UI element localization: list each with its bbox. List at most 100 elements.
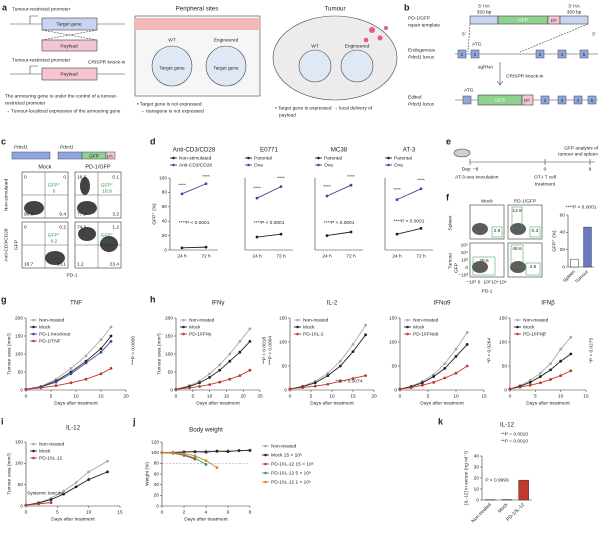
x-axis-label: Days after treatment: [526, 400, 570, 406]
bar: [518, 479, 529, 501]
data-point: [339, 379, 342, 383]
note: • Target gene is not expressed: [137, 101, 202, 107]
x-tick-label: 0: [289, 393, 292, 399]
annotation: ****: [417, 177, 425, 183]
y-axis-label: GFP⁺ (%): [151, 203, 157, 225]
gfp-value: 18.9: [102, 188, 112, 194]
x-axis-label: Days after treatment: [54, 400, 98, 406]
x-axis-label: Days after treatment: [51, 516, 95, 522]
y-tick-label: 0: [164, 247, 167, 253]
chart-title: IFNγ: [211, 300, 225, 307]
x-tick-label: 0: [25, 509, 28, 515]
y-tick-label: −10³: [458, 272, 468, 278]
label: pA: [107, 153, 114, 159]
legend-label: PD-1/IFNβ: [523, 331, 546, 337]
exon: [540, 95, 550, 105]
legend-label: Ova: [254, 162, 263, 168]
legend-label: Non-treated: [39, 441, 65, 447]
y-tick-label: 100: [15, 351, 23, 357]
exon: [557, 49, 567, 59]
x-tick-label: 10: [207, 393, 213, 399]
data-point: [84, 354, 88, 358]
data-point: [208, 383, 212, 386]
series-line: [175, 369, 251, 390]
panel-label: b: [404, 2, 410, 12]
data-point: [454, 347, 458, 351]
cell-population: [472, 223, 488, 235]
label: Pdcd1 locus: [408, 101, 435, 107]
data-point: [99, 338, 103, 341]
crossover: [519, 23, 589, 53]
label: treatment: [535, 181, 556, 187]
legend-label: Non-treated: [523, 317, 549, 323]
data-point: [549, 368, 552, 372]
mouse-icon: [453, 148, 471, 158]
quadrant-value: 0: [24, 224, 27, 230]
data-point: [174, 387, 178, 391]
data-point: [313, 381, 317, 385]
legend-label: Ova: [394, 162, 403, 168]
pa-box: [521, 94, 534, 106]
data-point: [255, 196, 259, 200]
row-header: Anti-CD3/CD28: [3, 228, 9, 261]
legend-marker: [32, 318, 35, 322]
y-tick-label: 40: [474, 453, 480, 459]
data-point: [215, 466, 219, 469]
data-point: [443, 362, 447, 365]
x-tick-label: 5: [427, 393, 430, 399]
x-tick-label: 10: [86, 509, 92, 515]
legend-label: Non-stimulated: [179, 155, 212, 161]
cell-population: [78, 227, 96, 241]
annotation: ****: [323, 184, 331, 190]
cell-engineered: [340, 49, 374, 83]
x-tick-label: −10³: [466, 279, 476, 285]
data-point: [208, 372, 212, 376]
exon: [579, 49, 589, 59]
label: 350 bp: [567, 9, 582, 15]
quadrant-value: 1.2: [112, 224, 119, 230]
legend-label: Mock 15 × 10⁶: [271, 452, 302, 458]
x-tick-label: 15: [117, 509, 123, 515]
data-point: [87, 470, 91, 474]
x-tick-label: 10⁵: [499, 279, 506, 285]
series-line: [326, 231, 352, 237]
cell-wt: [151, 45, 193, 87]
data-point: [238, 374, 242, 377]
x-tick-label: 20: [371, 393, 377, 399]
annotation: ****: [253, 185, 261, 191]
y-tick-label: 0: [20, 503, 23, 509]
x-tick-label: 10: [329, 393, 335, 399]
cell-population: [77, 201, 97, 215]
data-point: [109, 340, 113, 343]
quadrant-value: 23.4: [110, 261, 120, 267]
y-tick-label: 100: [279, 339, 287, 345]
heading: Peripheral sites: [176, 6, 219, 13]
gfp-value: 0: [53, 188, 56, 194]
y-tick-label: 50: [502, 363, 508, 369]
gate: [510, 244, 524, 268]
blood-vessel: [135, 18, 260, 30]
y-axis-label: Weight (%): [144, 462, 150, 486]
y-tick-label: 20: [560, 247, 566, 253]
annotation: ****: [202, 174, 210, 180]
legend-label: Mock: [39, 448, 51, 454]
legend-marker: [296, 318, 299, 322]
chart-title: Body weight: [189, 427, 223, 434]
data-point: [49, 501, 53, 504]
pa-box: [105, 151, 116, 160]
label: Engineered: [214, 37, 239, 43]
legend-label: PD-1/IFNγ: [189, 331, 212, 337]
cell-engineered: [205, 45, 247, 87]
y-tick-label: 100: [15, 461, 23, 467]
y-tick-label: 100: [499, 339, 507, 345]
data-point: [237, 449, 241, 452]
exon: [587, 95, 597, 105]
column-header: PD-1/GFP: [85, 164, 111, 170]
data-point: [204, 450, 208, 454]
y-axis-label: [IL-12] in serum (ng ml⁻¹): [463, 451, 469, 505]
chart-title: IL-12: [66, 425, 81, 432]
quadrant-value: 18.8: [77, 174, 87, 180]
chart-title: IL-12: [500, 422, 515, 429]
series-line: [25, 460, 108, 506]
